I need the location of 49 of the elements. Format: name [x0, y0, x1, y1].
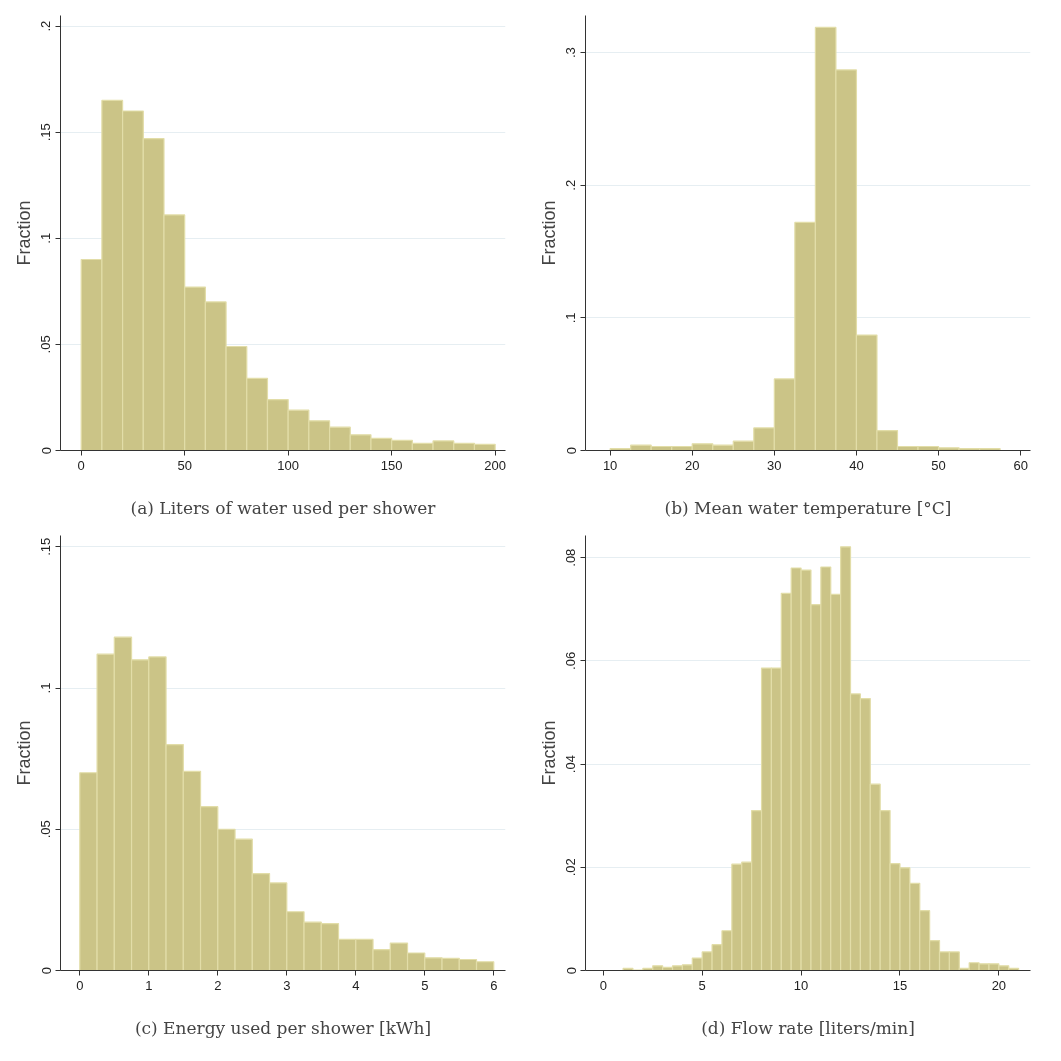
- y-tick-label: .3: [563, 47, 579, 59]
- x-axis-title: (b) Mean water temperature [°C]: [664, 497, 952, 518]
- x-tick-label: 50: [931, 457, 946, 473]
- y-tick-label: .05: [38, 820, 54, 839]
- y-tick-label: .15: [38, 537, 54, 556]
- x-axis-title: (d) Flow rate [liters/min]: [701, 1017, 915, 1038]
- x-tick-label: 5: [421, 977, 429, 993]
- y-tick-label: .06: [563, 651, 579, 670]
- x-tick-label: 5: [698, 977, 706, 993]
- x-tick-label: 60: [1013, 457, 1028, 473]
- x-tick-label: 15: [892, 977, 908, 993]
- y-tick-label: .1: [563, 312, 579, 324]
- x-tick-label: 30: [767, 457, 782, 473]
- y-tick-label: .05: [38, 335, 54, 354]
- x-axis-title: (a) Liters of water used per shower: [130, 497, 437, 518]
- x-tick-label: 20: [991, 977, 1007, 993]
- x-tick-label: 0: [76, 977, 84, 993]
- y-tick-label: .08: [563, 548, 579, 567]
- y-tick-label: .1: [38, 682, 54, 694]
- x-tick-label: 2: [214, 977, 222, 993]
- x-tick-label: 20: [685, 457, 700, 473]
- x-tick-label: 6: [490, 977, 498, 993]
- x-tick-label: 10: [793, 977, 809, 993]
- y-axis-title: Fraction: [538, 720, 559, 786]
- y-tick-label: .2: [563, 179, 579, 191]
- x-tick-label: 0: [599, 977, 607, 993]
- y-axis-title: Fraction: [13, 200, 34, 266]
- x-tick-label: 1: [145, 977, 153, 993]
- x-tick-label: 3: [283, 977, 291, 993]
- x-tick-label: 150: [380, 457, 403, 473]
- y-tick-label: 0: [38, 966, 54, 975]
- y-axis-title: Fraction: [13, 720, 34, 786]
- x-tick-label: 40: [849, 457, 864, 473]
- x-tick-label: 0: [77, 457, 85, 473]
- y-tick-label: .1: [38, 232, 54, 244]
- x-axis-title: (c) Energy used per shower [kWh]: [134, 1017, 432, 1038]
- x-tick-label: 50: [177, 457, 192, 473]
- y-tick-label: 0: [563, 446, 579, 455]
- y-tick-label: .02: [563, 858, 579, 877]
- x-tick-label: 10: [602, 457, 618, 473]
- y-tick-label: .15: [38, 123, 54, 142]
- x-tick-label: 100: [277, 457, 300, 473]
- y-tick-label: .2: [38, 20, 54, 32]
- y-axis-title: Fraction: [538, 200, 559, 266]
- y-tick-label: .04: [563, 755, 579, 774]
- y-tick-label: 0: [563, 966, 579, 975]
- x-tick-label: 200: [484, 457, 507, 473]
- y-tick-label: 0: [38, 446, 54, 455]
- x-tick-label: 4: [352, 977, 360, 993]
